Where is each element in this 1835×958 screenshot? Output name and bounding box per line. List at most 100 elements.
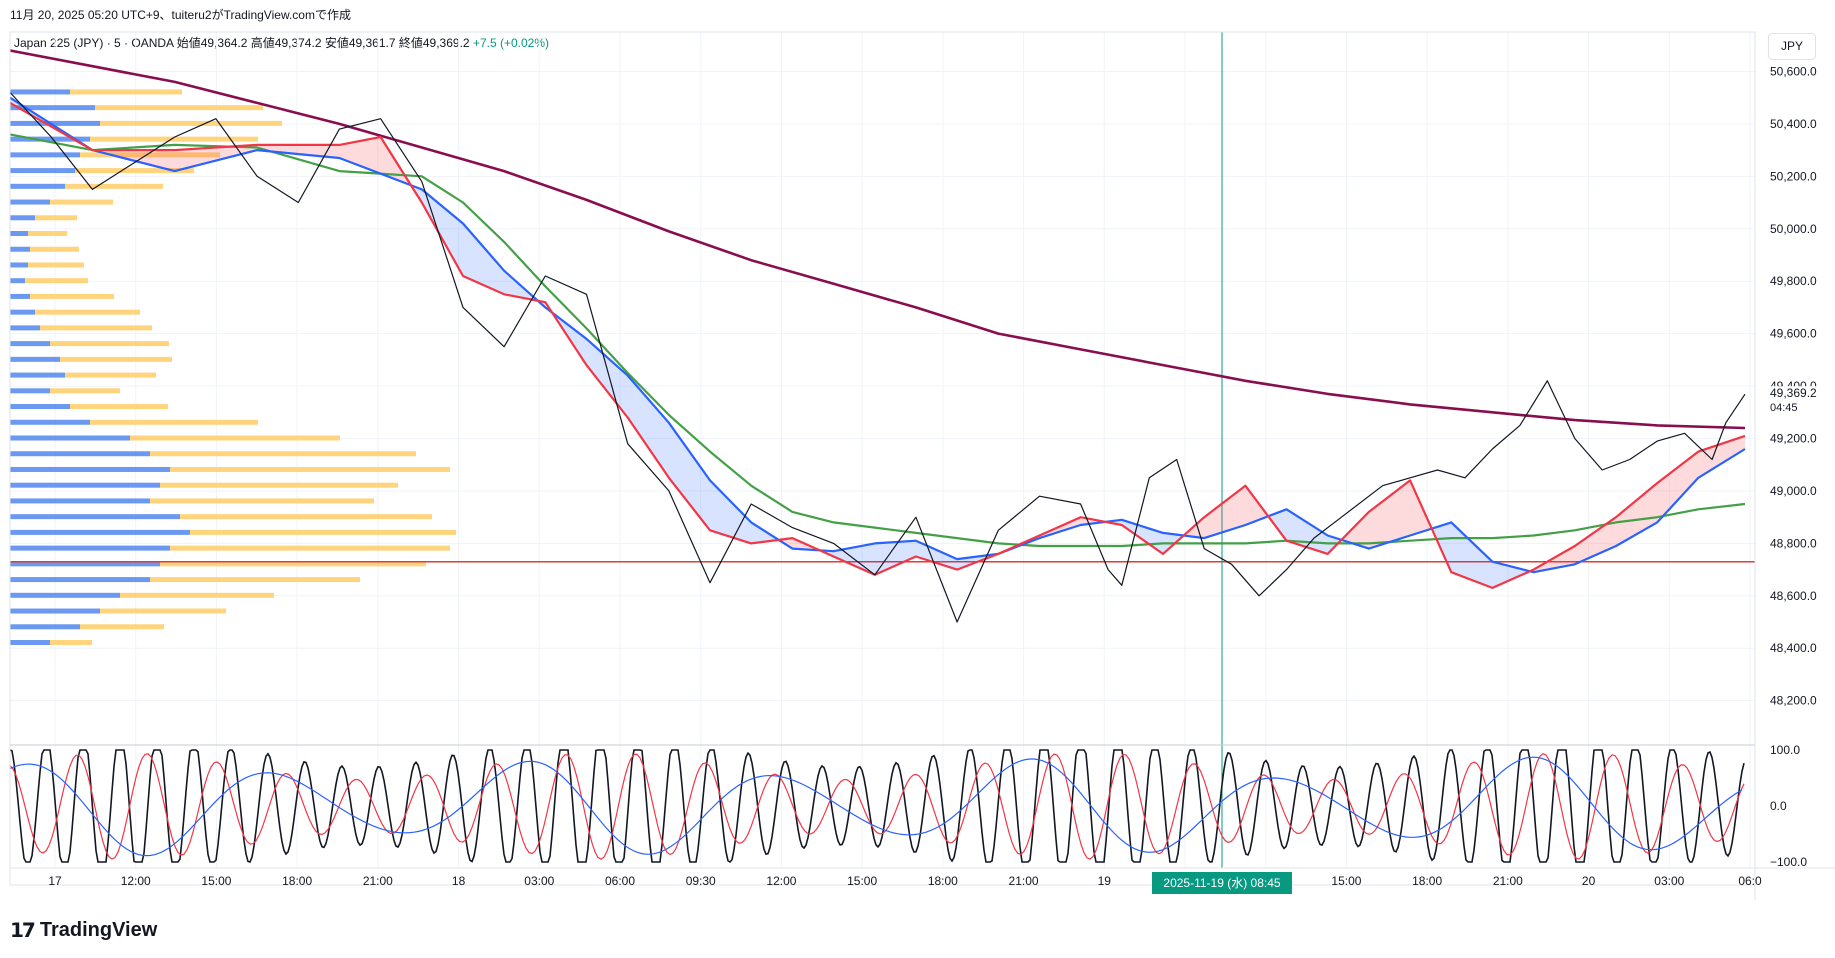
x-tick-label: 21:00 (1009, 874, 1039, 888)
ribbon-fill (855, 545, 862, 569)
vp-sell-bar (75, 168, 194, 174)
crosshair-label: 2025-11-19 (水) 08:45 (1163, 876, 1281, 890)
x-tick-label: 21:00 (1493, 874, 1523, 888)
ribbon-fill (1701, 448, 1707, 477)
ribbon-fill (663, 416, 669, 478)
vp-buy-bar (10, 89, 70, 95)
ribbon-fill (1679, 462, 1685, 499)
ribbon-fill (668, 422, 675, 485)
ribbon-fill (1388, 493, 1394, 543)
ribbon-fill (174, 149, 181, 172)
ribbon-fill (1393, 488, 1400, 541)
vp-buy-bar (10, 199, 50, 205)
ribbon-fill (1673, 466, 1680, 505)
ribbon-fill (1712, 445, 1718, 470)
ribbon-fill (306, 144, 312, 156)
ribbon-fill (1272, 512, 1279, 530)
ribbon-fill (948, 555, 955, 569)
x-tick-label: 12:00 (766, 874, 796, 888)
volume-profile (10, 89, 456, 645)
ribbon-fill (1283, 510, 1290, 542)
x-tick-label: 06:00 (605, 874, 635, 888)
tradingview-logo-icon: 𝟭𝟳 (10, 920, 36, 942)
x-tick-label: 18:00 (282, 874, 312, 888)
ribbon-fill (191, 148, 197, 167)
vp-buy-bar (10, 183, 65, 189)
ribbon-fill (1212, 506, 1218, 536)
series-ema-fast (9, 101, 1746, 589)
ribbon-fill (613, 363, 620, 408)
ribbon-fill (1399, 484, 1405, 540)
ribbon-fill (696, 461, 702, 520)
vp-buy-bar (10, 498, 150, 504)
ribbon-fill (718, 488, 724, 535)
stoch-k-line (9, 749, 1745, 864)
vp-buy-bar (10, 136, 90, 142)
ribbon-fill (1360, 514, 1367, 548)
ribbon-fill (602, 353, 609, 394)
vp-buy-bar (10, 309, 35, 315)
ribbon-fill (487, 251, 494, 290)
ribbon-fill (954, 557, 960, 569)
ribbon-fill (624, 373, 631, 422)
ribbon-fill (921, 543, 927, 560)
x-tick-label: 09:30 (686, 874, 716, 888)
ribbon-fill (1640, 492, 1647, 532)
vp-buy-bar (10, 356, 60, 362)
ribbon-fill (328, 144, 334, 158)
ribbon-fill (1734, 437, 1740, 456)
ribbon-fill (1591, 530, 1597, 558)
ribbon-fill (1717, 443, 1724, 466)
ribbon-fill (1459, 530, 1465, 578)
price-tag-value: 49,369.2 (1770, 386, 1817, 400)
ribbon-fill (872, 543, 878, 574)
ribbon-fill (674, 430, 680, 492)
ribbon-fill (1503, 564, 1509, 584)
price-tag-bg (1757, 386, 1827, 415)
ribbon-fill (751, 522, 757, 544)
y-tick-label: 48,400.0 (1770, 641, 1817, 655)
x-tick-label: 18 (452, 874, 466, 888)
vp-sell-bar (130, 435, 340, 441)
ribbon-fill (279, 144, 285, 153)
ribbon-fill (1404, 480, 1411, 538)
vp-sell-bar (50, 639, 92, 645)
vp-sell-bar (170, 466, 450, 472)
ribbon-fill (1541, 561, 1548, 571)
y-tick-label: 50,600.0 (1770, 64, 1817, 78)
vp-sell-bar (35, 215, 77, 221)
x-tick-label: 03:00 (524, 874, 554, 888)
vp-buy-bar (10, 514, 180, 520)
ribbon-fill (449, 212, 455, 262)
x-tick-label: 21:00 (363, 874, 393, 888)
ribbon-fill (1657, 478, 1663, 523)
ribbon-fill (1228, 494, 1235, 531)
ribbon-fill (1470, 540, 1476, 582)
ribbon-fill (460, 221, 466, 278)
ribbon-fill (1250, 493, 1257, 523)
ribbon-fill (1695, 450, 1702, 481)
ribbon-fill (591, 343, 598, 380)
vp-sell-bar (65, 372, 156, 378)
vp-sell-bar (120, 592, 274, 598)
ribbon-fill (1624, 505, 1630, 542)
ribbon-fill (196, 148, 203, 166)
ribbon-fill (943, 552, 949, 567)
ribbon-fill (295, 144, 301, 155)
ribbon-fill (866, 543, 873, 574)
ribbon-fill (1481, 551, 1487, 586)
plot-frame (9, 31, 1756, 886)
y-tick-label: 49,200.0 (1770, 432, 1817, 446)
ribbon-fill (679, 438, 686, 499)
ribbon-fill (904, 541, 911, 562)
currency-button[interactable]: JPY (1768, 33, 1816, 60)
vp-sell-bar (30, 246, 79, 252)
ribbon-fill (1646, 487, 1652, 529)
price-chart[interactable]: 50,600.0 50,400.0 50,200.0 50,000.0 49,800.0… (0, 0, 1835, 910)
vp-sell-bar (150, 577, 360, 583)
vp-sell-bar (100, 120, 282, 126)
ribbon-fill (910, 540, 916, 559)
y-tick-label: 50,400.0 (1770, 117, 1817, 131)
ribbon-fill (657, 410, 664, 470)
vp-buy-bar (10, 529, 190, 535)
